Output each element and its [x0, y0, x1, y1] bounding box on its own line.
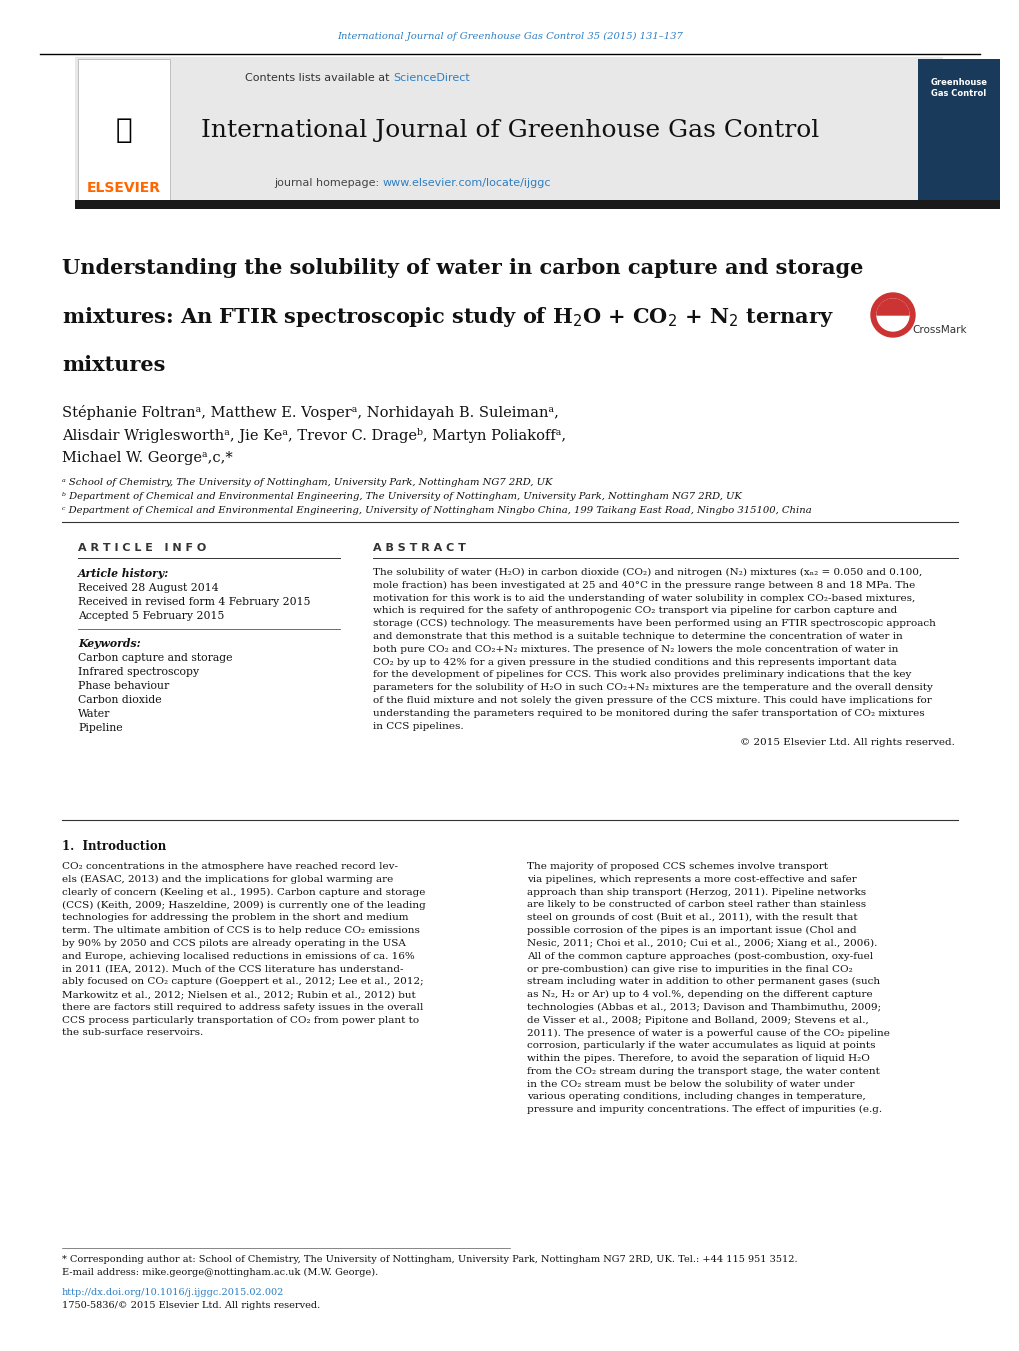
Text: CO₂ by up to 42% for a given pressure in the studied conditions and this represe: CO₂ by up to 42% for a given pressure in…: [373, 658, 896, 666]
Text: Pipeline: Pipeline: [77, 723, 122, 734]
Text: Greenhouse
Gas Control: Greenhouse Gas Control: [929, 77, 986, 99]
Text: (CCS) (Keith, 2009; Haszeldine, 2009) is currently one of the leading: (CCS) (Keith, 2009; Haszeldine, 2009) is…: [62, 900, 425, 909]
Text: in 2011 (IEA, 2012). Much of the CCS literature has understand-: in 2011 (IEA, 2012). Much of the CCS lit…: [62, 965, 404, 974]
Text: ably focused on CO₂ capture (Goeppert et al., 2012; Lee et al., 2012;: ably focused on CO₂ capture (Goeppert et…: [62, 977, 423, 986]
Bar: [75, 200, 999, 209]
Text: http://dx.doi.org/10.1016/j.ijggc.2015.02.002: http://dx.doi.org/10.1016/j.ijggc.2015.0…: [62, 1288, 284, 1297]
Text: de Visser et al., 2008; Pipitone and Bolland, 2009; Stevens et al.,: de Visser et al., 2008; Pipitone and Bol…: [527, 1016, 868, 1024]
Text: All of the common capture approaches (post-combustion, oxy-fuel: All of the common capture approaches (po…: [527, 951, 872, 961]
Text: pressure and impurity concentrations. The effect of impurities (e.g.: pressure and impurity concentrations. Th…: [527, 1105, 881, 1115]
Text: Keywords:: Keywords:: [77, 638, 141, 648]
Text: Carbon dioxide: Carbon dioxide: [77, 694, 161, 705]
Text: Stéphanie Foltranᵃ, Matthew E. Vosperᵃ, Norhidayah B. Suleimanᵃ,: Stéphanie Foltranᵃ, Matthew E. Vosperᵃ, …: [62, 405, 558, 420]
Text: in CCS pipelines.: in CCS pipelines.: [373, 721, 464, 731]
Text: Carbon capture and storage: Carbon capture and storage: [77, 653, 232, 663]
Text: A R T I C L E   I N F O: A R T I C L E I N F O: [77, 543, 206, 553]
Text: ᵇ Department of Chemical and Environmental Engineering, The University of Nottin: ᵇ Department of Chemical and Environment…: [62, 492, 741, 501]
Text: 1750-5836/© 2015 Elsevier Ltd. All rights reserved.: 1750-5836/© 2015 Elsevier Ltd. All right…: [62, 1301, 320, 1310]
Text: approach than ship transport (Herzog, 2011). Pipeline networks: approach than ship transport (Herzog, 20…: [527, 888, 865, 897]
Text: CCS process particularly transportation of CO₂ from power plant to: CCS process particularly transportation …: [62, 1016, 419, 1024]
Text: clearly of concern (Keeling et al., 1995). Carbon capture and storage: clearly of concern (Keeling et al., 1995…: [62, 888, 425, 897]
Text: E-mail address: mike.george@nottingham.ac.uk (M.W. George).: E-mail address: mike.george@nottingham.a…: [62, 1269, 378, 1277]
Text: technologies for addressing the problem in the short and medium: technologies for addressing the problem …: [62, 913, 408, 923]
Text: in the CO₂ stream must be below the solubility of water under: in the CO₂ stream must be below the solu…: [527, 1079, 854, 1089]
Text: Received 28 August 2014: Received 28 August 2014: [77, 584, 218, 593]
Text: technologies (Abbas et al., 2013; Davison and Thambimuthu, 2009;: technologies (Abbas et al., 2013; Daviso…: [527, 1002, 880, 1012]
Text: various operating conditions, including changes in temperature,: various operating conditions, including …: [527, 1093, 865, 1101]
Text: Accepted 5 February 2015: Accepted 5 February 2015: [77, 611, 224, 621]
Text: storage (CCS) technology. The measurements have been performed using an FTIR spe: storage (CCS) technology. The measuremen…: [373, 619, 935, 628]
Text: both pure CO₂ and CO₂+N₂ mixtures. The presence of N₂ lowers the mole concentrat: both pure CO₂ and CO₂+N₂ mixtures. The p…: [373, 644, 898, 654]
Text: from the CO₂ stream during the transport stage, the water content: from the CO₂ stream during the transport…: [527, 1067, 879, 1075]
Wedge shape: [876, 299, 908, 315]
Text: Alisdair Wriglesworthᵃ, Jie Keᵃ, Trevor C. Drageᵇ, Martyn Poliakoffᵃ,: Alisdair Wriglesworthᵃ, Jie Keᵃ, Trevor …: [62, 428, 566, 443]
Text: CO₂ concentrations in the atmosphere have reached record lev-: CO₂ concentrations in the atmosphere hav…: [62, 862, 397, 871]
Text: Michael W. Georgeᵃ,c,*: Michael W. Georgeᵃ,c,*: [62, 451, 232, 465]
Text: Contents lists available at: Contents lists available at: [245, 73, 392, 82]
Circle shape: [870, 293, 914, 336]
Text: and Europe, achieving localised reductions in emissions of ca. 16%: and Europe, achieving localised reductio…: [62, 951, 415, 961]
Text: www.elsevier.com/locate/ijggc: www.elsevier.com/locate/ijggc: [382, 178, 551, 188]
Text: Water: Water: [77, 709, 110, 719]
Text: ELSEVIER: ELSEVIER: [87, 181, 161, 195]
Text: Nesic, 2011; Choi et al., 2010; Cui et al., 2006; Xiang et al., 2006).: Nesic, 2011; Choi et al., 2010; Cui et a…: [527, 939, 876, 948]
Text: International Journal of Greenhouse Gas Control 35 (2015) 131–137: International Journal of Greenhouse Gas …: [336, 31, 683, 41]
Text: International Journal of Greenhouse Gas Control: International Journal of Greenhouse Gas …: [201, 119, 818, 142]
Text: via pipelines, which represents a more cost-effective and safer: via pipelines, which represents a more c…: [527, 875, 856, 884]
Text: 1.  Introduction: 1. Introduction: [62, 840, 166, 852]
Text: The majority of proposed CCS schemes involve transport: The majority of proposed CCS schemes inv…: [527, 862, 827, 871]
Text: els (EASAC, 2013) and the implications for global warming are: els (EASAC, 2013) and the implications f…: [62, 875, 393, 884]
Text: Received in revised form 4 February 2015: Received in revised form 4 February 2015: [77, 597, 310, 607]
Text: Phase behaviour: Phase behaviour: [77, 681, 169, 690]
Text: understanding the parameters required to be monitored during the safer transport: understanding the parameters required to…: [373, 709, 923, 717]
Text: for the development of pipelines for CCS. This work also provides preliminary in: for the development of pipelines for CCS…: [373, 670, 911, 680]
Text: CrossMark: CrossMark: [912, 326, 966, 335]
Text: Understanding the solubility of water in carbon capture and storage: Understanding the solubility of water in…: [62, 258, 862, 278]
Text: 🌳: 🌳: [115, 116, 132, 145]
Bar: [917, 59, 999, 200]
Text: possible corrosion of the pipes is an important issue (Chol and: possible corrosion of the pipes is an im…: [527, 925, 856, 935]
Text: Article history:: Article history:: [77, 567, 169, 580]
Text: mixtures: mixtures: [62, 355, 165, 376]
Text: ᶜ Department of Chemical and Environmental Engineering, University of Nottingham: ᶜ Department of Chemical and Environment…: [62, 507, 811, 515]
Bar: [75, 57, 943, 203]
Text: stream including water in addition to other permanent gases (such: stream including water in addition to ot…: [527, 977, 879, 986]
Text: ScienceDirect: ScienceDirect: [392, 73, 470, 82]
Text: the sub-surface reservoirs.: the sub-surface reservoirs.: [62, 1028, 203, 1038]
Text: Infrared spectroscopy: Infrared spectroscopy: [77, 667, 199, 677]
Text: Markowitz et al., 2012; Nielsen et al., 2012; Rubin et al., 2012) but: Markowitz et al., 2012; Nielsen et al., …: [62, 990, 416, 998]
Text: or pre-combustion) can give rise to impurities in the final CO₂: or pre-combustion) can give rise to impu…: [527, 965, 852, 974]
Circle shape: [876, 299, 908, 331]
Text: are likely to be constructed of carbon steel rather than stainless: are likely to be constructed of carbon s…: [527, 900, 865, 909]
Text: as N₂, H₂ or Ar) up to 4 vol.%, depending on the different capture: as N₂, H₂ or Ar) up to 4 vol.%, dependin…: [527, 990, 872, 1000]
Text: by 90% by 2050 and CCS pilots are already operating in the USA: by 90% by 2050 and CCS pilots are alread…: [62, 939, 406, 948]
Text: within the pipes. Therefore, to avoid the separation of liquid H₂O: within the pipes. Therefore, to avoid th…: [527, 1054, 869, 1063]
Text: ᵃ School of Chemistry, The University of Nottingham, University Park, Nottingham: ᵃ School of Chemistry, The University of…: [62, 478, 552, 486]
Text: mixtures: An FTIR spectroscopic study of H$_2$O + CO$_2$ + N$_2$ ternary: mixtures: An FTIR spectroscopic study of…: [62, 305, 834, 330]
Text: parameters for the solubility of H₂O in such CO₂+N₂ mixtures are the temperature: parameters for the solubility of H₂O in …: [373, 684, 932, 692]
Text: 2011). The presence of water is a powerful cause of the CO₂ pipeline: 2011). The presence of water is a powerf…: [527, 1028, 889, 1038]
Text: motivation for this work is to aid the understanding of water solubility in comp: motivation for this work is to aid the u…: [373, 593, 914, 603]
Text: * Corresponding author at: School of Chemistry, The University of Nottingham, Un: * Corresponding author at: School of Che…: [62, 1255, 797, 1265]
Text: of the fluid mixture and not solely the given pressure of the CCS mixture. This : of the fluid mixture and not solely the …: [373, 696, 930, 705]
Text: A B S T R A C T: A B S T R A C T: [373, 543, 466, 553]
Text: © 2015 Elsevier Ltd. All rights reserved.: © 2015 Elsevier Ltd. All rights reserved…: [740, 739, 954, 747]
Text: there are factors still required to address safety issues in the overall: there are factors still required to addr…: [62, 1002, 423, 1012]
Text: which is required for the safety of anthropogenic CO₂ transport via pipeline for: which is required for the safety of anth…: [373, 607, 897, 616]
Text: and demonstrate that this method is a suitable technique to determine the concen: and demonstrate that this method is a su…: [373, 632, 902, 640]
Text: journal homepage:: journal homepage:: [274, 178, 382, 188]
Bar: [77, 59, 170, 200]
Text: term. The ultimate ambition of CCS is to help reduce CO₂ emissions: term. The ultimate ambition of CCS is to…: [62, 925, 420, 935]
Text: steel on grounds of cost (Buit et al., 2011), with the result that: steel on grounds of cost (Buit et al., 2…: [527, 913, 857, 923]
Text: The solubility of water (H₂O) in carbon dioxide (CO₂) and nitrogen (N₂) mixtures: The solubility of water (H₂O) in carbon …: [373, 567, 921, 577]
Text: corrosion, particularly if the water accumulates as liquid at points: corrosion, particularly if the water acc…: [527, 1042, 874, 1050]
Text: mole fraction) has been investigated at 25 and 40°C in the pressure range betwee: mole fraction) has been investigated at …: [373, 581, 914, 590]
